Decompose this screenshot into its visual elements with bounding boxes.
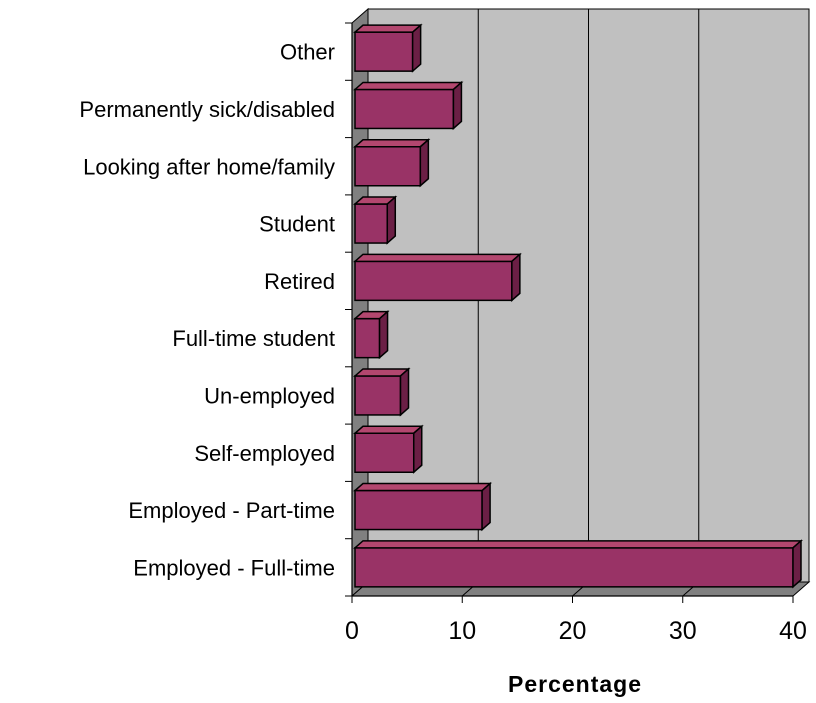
x-tick-label: 10 — [448, 617, 476, 645]
bar — [353, 481, 493, 532]
category-label: Looking after home/family — [83, 154, 335, 179]
category-label: Un-employed — [204, 383, 335, 408]
category-label: Employed - Part-time — [128, 498, 335, 523]
bar-front — [354, 547, 794, 588]
axes — [345, 22, 794, 603]
bar-top — [353, 139, 431, 148]
bar-front — [354, 432, 415, 473]
bar-side — [378, 309, 389, 360]
bar-front — [354, 375, 402, 416]
bar — [353, 23, 423, 73]
x-tick-label: 40 — [779, 617, 807, 645]
bar-front — [354, 203, 389, 244]
labels: 0 10 20 30 40 Other Permanently sick/disabled L… — [79, 40, 806, 645]
bar-top — [353, 24, 423, 33]
bar — [353, 424, 424, 474]
bar — [353, 252, 522, 303]
bar-front — [354, 146, 422, 187]
bar-side — [481, 481, 491, 532]
bar — [353, 195, 398, 245]
x-tick-label: 30 — [669, 617, 697, 645]
category-label: Full-time student — [172, 326, 335, 351]
bar-top — [353, 482, 493, 492]
bar-side — [412, 424, 423, 474]
category-label: Self-employed — [194, 441, 335, 466]
x-axis-title: Percentage — [508, 671, 642, 697]
bar-top — [353, 540, 803, 549]
bar-front — [354, 260, 513, 302]
bar-front — [354, 317, 381, 359]
category-label: Permanently sick/disabled — [79, 97, 335, 122]
bar — [353, 80, 464, 131]
bar — [353, 539, 803, 589]
bar-side — [452, 80, 463, 131]
bar-top — [353, 81, 464, 91]
bar-side — [411, 23, 422, 73]
bar — [353, 138, 431, 188]
bar-front — [354, 88, 455, 130]
bar-side — [792, 539, 802, 589]
category-label: Retired — [264, 269, 335, 294]
category-label: Employed - Full-time — [133, 555, 335, 580]
bar — [353, 367, 411, 417]
bar — [353, 309, 390, 360]
x-tick-label: 0 — [345, 617, 359, 645]
bar-side — [511, 252, 521, 303]
category-label: Other — [280, 40, 335, 65]
bar-side — [399, 367, 410, 417]
bar-top — [353, 253, 522, 263]
bar-front — [354, 31, 414, 72]
bar-front — [354, 489, 483, 531]
category-label: Student — [259, 212, 335, 237]
bar-side — [419, 138, 430, 188]
bar-top — [353, 368, 411, 377]
bar-top — [353, 425, 424, 434]
x-tick-label: 20 — [559, 617, 587, 645]
bars — [353, 23, 803, 589]
bar-side — [386, 195, 397, 245]
